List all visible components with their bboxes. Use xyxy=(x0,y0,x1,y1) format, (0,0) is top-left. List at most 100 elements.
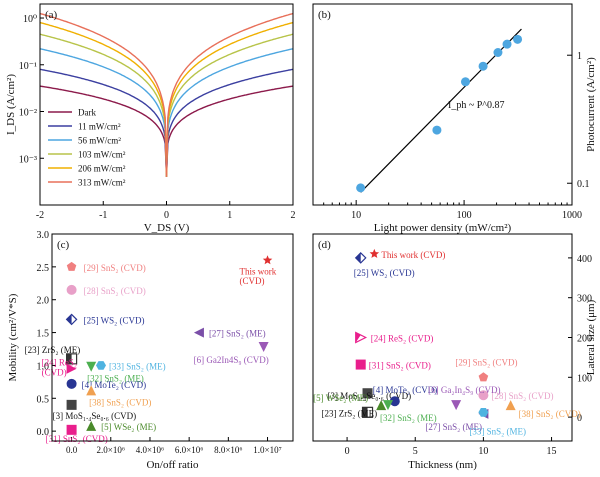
data-point-b xyxy=(493,47,503,57)
point-label-d: [4] MoTe₂ (CVD) xyxy=(373,385,438,395)
x-tick-label-d: 15 xyxy=(547,446,557,457)
point-label-d: [33] SnS₂ (ME) xyxy=(469,426,526,436)
legend-label-a: Dark xyxy=(78,108,96,118)
y-tick-label-c: 3.0 xyxy=(37,230,50,241)
panel-c-frame xyxy=(51,233,294,442)
point-label-d: [23] ZrS₂ (ME) xyxy=(322,408,378,418)
legend-label-a: 206 mW/cm² xyxy=(78,164,126,174)
marker-d-fill xyxy=(355,332,361,343)
x-tick-label-c: 1.0×10⁷ xyxy=(253,445,281,455)
legend-label-a: 56 mW/cm² xyxy=(78,136,121,146)
y-axis-label-c: Mobility (cm²/V*S) xyxy=(7,293,19,381)
y-tick-label-b: 0.1 xyxy=(577,179,590,190)
marker-d-fill xyxy=(355,252,361,263)
marker-d xyxy=(451,400,462,411)
panel-c: 0.0 2.0×10⁶ 4.0×10⁶ 6.0×10⁶ 8.0×10⁶ 1.0×10⁷ 0.… xyxy=(7,230,282,471)
marker-c xyxy=(86,420,97,431)
y-tick-label-c: 1.0 xyxy=(37,361,50,372)
marker-d xyxy=(389,396,400,407)
point-label-c: This work (CVD) xyxy=(240,266,277,286)
marker-d xyxy=(355,331,368,344)
x-axis-label-d: Thickness (nm) xyxy=(408,459,477,471)
marker-d xyxy=(382,400,393,411)
panel-b: 10 100 1000 0.1 1 (b) I_ph ~ P^0.87 Light power… xyxy=(318,9,597,234)
annotation-b: I_ph ~ P^0.87 xyxy=(448,100,505,111)
point-label-d: [38] SnS₂ (CVD) xyxy=(519,409,581,419)
y-tick-label-c: 2.5 xyxy=(37,263,50,274)
y-tick-label-d: 0 xyxy=(577,413,582,424)
x-tick-label-a: -1 xyxy=(99,210,107,221)
y-axis-label-b: Photocurrent (A/cm²) xyxy=(585,57,597,152)
y-tick-label-c: 0.0 xyxy=(37,427,50,438)
y-tick-label-d: 200 xyxy=(577,334,592,345)
marker-d-fill xyxy=(362,407,368,418)
marker-c xyxy=(86,361,97,372)
x-tick-label-c: 0.0 xyxy=(66,445,78,455)
y-tick-label-a: 10⁻³ xyxy=(19,154,37,165)
x-tick-label-b: 10 xyxy=(351,210,361,221)
marker-c xyxy=(65,313,78,326)
x-axis-label-c: On/off ratio xyxy=(146,459,199,471)
point-label-d: This work (CVD) xyxy=(381,250,445,260)
x-tick-label-b: 1000 xyxy=(562,210,582,221)
marker-c xyxy=(66,424,77,435)
legend-label-a: 103 mW/cm² xyxy=(78,150,126,160)
y-tick-label-a: 10⁻² xyxy=(19,108,37,119)
curve-5 xyxy=(39,12,294,177)
y-tick-label-a: 10⁰ xyxy=(23,14,37,25)
marker-d xyxy=(355,359,366,370)
x-tick-label-c: 6.0×10⁶ xyxy=(175,445,203,455)
panel-c-tag: (c) xyxy=(57,239,70,251)
marker-d xyxy=(361,406,374,418)
marker-c xyxy=(65,353,78,365)
x-tick-label-c: 4.0×10⁶ xyxy=(136,445,164,455)
marker-c xyxy=(66,363,77,374)
data-point-b xyxy=(478,61,488,71)
x-tick-label-a: -2 xyxy=(36,210,44,221)
fit-line-b xyxy=(360,28,522,193)
marker-d xyxy=(478,390,489,401)
point-label-c: [29] SnS₂ (CVD) xyxy=(84,263,146,273)
point-label-c: [4] MoTe₂ (CVD) xyxy=(82,380,147,390)
y-tick-label-c: 2.0 xyxy=(37,296,50,307)
y-tick-label-d: 400 xyxy=(577,254,592,265)
marker-d xyxy=(354,252,367,264)
point-label-d: [28] SnS₂ (CVD) xyxy=(491,391,553,401)
y-axis-label-d: Lateral size (μm) xyxy=(585,299,597,375)
point-label-c: [6] Ga2In4S₉ (CVD) xyxy=(194,355,269,365)
panel-a-frame xyxy=(39,3,294,206)
marker-c xyxy=(66,378,77,389)
marker-d xyxy=(362,388,373,399)
x-tick-label-d: 10 xyxy=(478,446,488,457)
panel-b-frame xyxy=(312,3,573,206)
point-label-c: [31] SnS₂ (CVD) xyxy=(46,434,108,444)
point-label-c: [32] SnS₂ (ME) xyxy=(87,374,144,384)
x-tick-label-a: 0 xyxy=(164,210,169,221)
panel-d: 0 5 10 15 0 100 200 300 400 This work (CVD) [25] W… xyxy=(313,239,597,471)
panel-a-tag: (a) xyxy=(45,9,58,21)
y-tick-label-c: 0.5 xyxy=(37,394,50,405)
x-tick-label-b: 100 xyxy=(457,210,472,221)
data-point-b xyxy=(502,39,512,49)
point-label-d: [31] SnS₂ (CVD) xyxy=(369,361,431,371)
point-label-c: [38] SnS₂ (CVD) xyxy=(89,397,151,407)
point-label-d: [24] ReS₂ (CVD) xyxy=(371,334,434,344)
data-point-b xyxy=(513,34,523,44)
point-label-d: [32] SnS₂ (ME) xyxy=(380,413,437,423)
data-point-b xyxy=(356,183,366,193)
marker-d xyxy=(505,400,516,411)
marker-c xyxy=(193,327,204,338)
y-axis-label-a: I_DS (A/cm²) xyxy=(5,74,17,135)
x-tick-label-a: 2 xyxy=(291,210,296,221)
point-label-c: [33] SnS₂ (ME) xyxy=(109,361,166,371)
x-axis-label-b: Light power density (mW/cm²) xyxy=(374,222,512,234)
marker-d xyxy=(369,248,380,258)
point-label-d: [5] WSe₂ (ME) xyxy=(313,393,368,403)
point-label-d: [6] Ga₂In₄S₉ (CVD) xyxy=(428,385,500,395)
panel-d-tag: (d) xyxy=(318,239,331,251)
x-tick-label-c: 2.0×10⁶ xyxy=(97,445,125,455)
legend-label-a: 11 mW/cm² xyxy=(78,122,121,132)
x-tick-label-a: 1 xyxy=(227,210,232,221)
data-point-b xyxy=(460,77,470,87)
